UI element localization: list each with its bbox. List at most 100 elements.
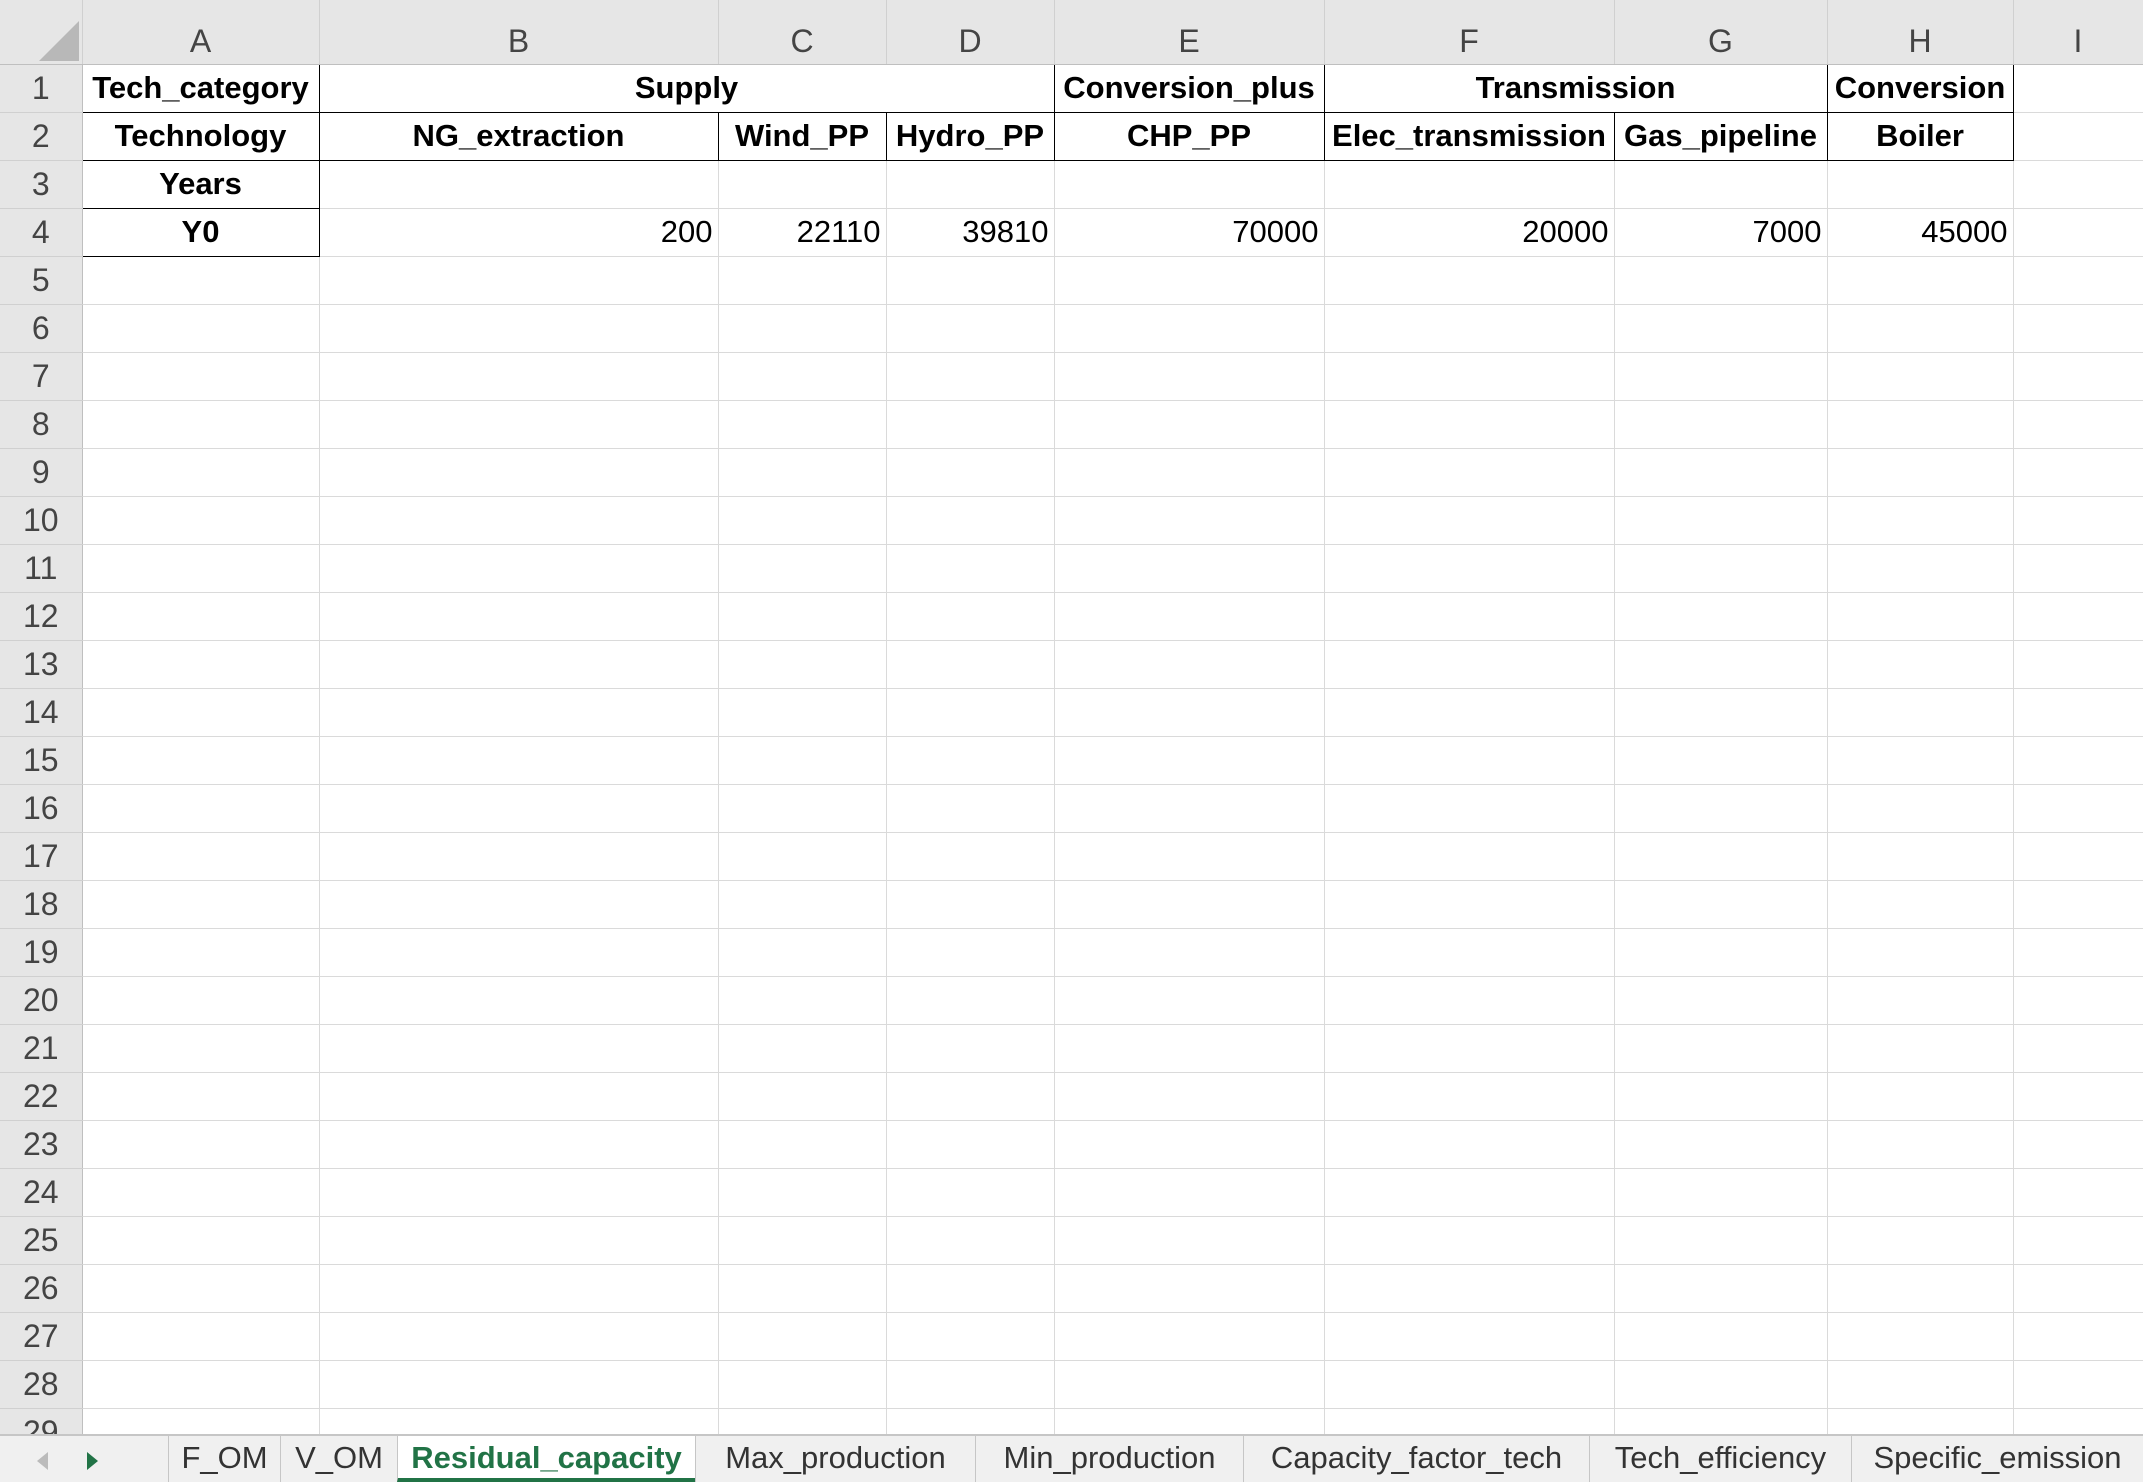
- cell[interactable]: [718, 352, 887, 401]
- column-header-d[interactable]: D: [886, 0, 1055, 65]
- cell[interactable]: [2013, 1264, 2143, 1313]
- cell[interactable]: [319, 256, 719, 305]
- row-header[interactable]: 15: [0, 736, 83, 785]
- cell[interactable]: [886, 544, 1055, 593]
- cell[interactable]: [886, 448, 1055, 497]
- cell[interactable]: [319, 688, 719, 737]
- cell[interactable]: [1324, 496, 1615, 545]
- cell[interactable]: [2013, 1120, 2143, 1169]
- cell-a4[interactable]: Y0: [81, 207, 320, 257]
- cell[interactable]: [886, 496, 1055, 545]
- cell[interactable]: [2013, 256, 2143, 305]
- row-header[interactable]: 10: [0, 496, 83, 545]
- cell[interactable]: [1827, 1120, 2014, 1169]
- cell[interactable]: [1054, 400, 1325, 449]
- cell[interactable]: [886, 1264, 1055, 1313]
- cell-h4[interactable]: 45000: [1827, 208, 2014, 257]
- cell-b1-merged[interactable]: Supply: [318, 63, 1055, 113]
- triangle-right-icon[interactable]: [72, 1444, 112, 1478]
- cell[interactable]: [1054, 832, 1325, 881]
- cell[interactable]: [1614, 832, 1828, 881]
- cell[interactable]: [886, 256, 1055, 305]
- cell[interactable]: [1827, 784, 2014, 833]
- cell[interactable]: [1827, 352, 2014, 401]
- cell[interactable]: [319, 640, 719, 689]
- cell-a3[interactable]: Years: [81, 159, 320, 209]
- cell[interactable]: [718, 736, 887, 785]
- cell[interactable]: [718, 1120, 887, 1169]
- cell[interactable]: [2013, 736, 2143, 785]
- cell[interactable]: [319, 1312, 719, 1361]
- cell[interactable]: [1827, 496, 2014, 545]
- cell[interactable]: [319, 304, 719, 353]
- cell[interactable]: [82, 592, 320, 641]
- row-header[interactable]: 19: [0, 928, 83, 977]
- row-header[interactable]: 9: [0, 448, 83, 497]
- row-header[interactable]: 28: [0, 1360, 83, 1409]
- cell[interactable]: [1324, 832, 1615, 881]
- cell[interactable]: [1324, 592, 1615, 641]
- cell[interactable]: [2013, 1072, 2143, 1121]
- cell[interactable]: [2013, 976, 2143, 1025]
- cell[interactable]: [2013, 352, 2143, 401]
- tab-tech-efficiency[interactable]: Tech_efficiency: [1589, 1436, 1851, 1482]
- row-header[interactable]: 1: [0, 64, 83, 113]
- cell[interactable]: [1054, 1072, 1325, 1121]
- cell-h2[interactable]: Boiler: [1826, 111, 2014, 161]
- cell[interactable]: [319, 784, 719, 833]
- cell[interactable]: [1324, 976, 1615, 1025]
- cell[interactable]: [82, 832, 320, 881]
- cell[interactable]: [1324, 736, 1615, 785]
- cell[interactable]: [1054, 976, 1325, 1025]
- cell[interactable]: [2013, 1216, 2143, 1265]
- cell[interactable]: [1614, 928, 1828, 977]
- cell[interactable]: [886, 880, 1055, 929]
- cell[interactable]: [82, 256, 320, 305]
- cell[interactable]: [2013, 544, 2143, 593]
- cell[interactable]: [1614, 1024, 1828, 1073]
- cell[interactable]: [82, 1024, 320, 1073]
- cell[interactable]: [2013, 784, 2143, 833]
- cell[interactable]: [1827, 1216, 2014, 1265]
- cell[interactable]: [886, 1216, 1055, 1265]
- cell[interactable]: [82, 400, 320, 449]
- tab-v-om[interactable]: V_OM: [280, 1436, 397, 1482]
- cell[interactable]: [1324, 1264, 1615, 1313]
- cell[interactable]: [2013, 64, 2143, 113]
- cell[interactable]: [319, 1072, 719, 1121]
- cell[interactable]: [319, 592, 719, 641]
- cell[interactable]: [2013, 928, 2143, 977]
- cell[interactable]: [2013, 304, 2143, 353]
- column-header-a[interactable]: A: [82, 0, 320, 65]
- cell[interactable]: [82, 640, 320, 689]
- cell[interactable]: [718, 1072, 887, 1121]
- cell[interactable]: [718, 880, 887, 929]
- cell[interactable]: [1827, 592, 2014, 641]
- cell[interactable]: [718, 304, 887, 353]
- row-header[interactable]: 4: [0, 208, 83, 257]
- cell[interactable]: [1324, 400, 1615, 449]
- cell[interactable]: [718, 592, 887, 641]
- column-header-c[interactable]: C: [718, 0, 887, 65]
- cell[interactable]: [1827, 256, 2014, 305]
- cell[interactable]: [2013, 1312, 2143, 1361]
- cell[interactable]: [319, 832, 719, 881]
- row-header[interactable]: 23: [0, 1120, 83, 1169]
- cell[interactable]: [718, 976, 887, 1025]
- cell[interactable]: [718, 1168, 887, 1217]
- cell[interactable]: [718, 256, 887, 305]
- cell[interactable]: [1054, 1168, 1325, 1217]
- tab-specific-emission[interactable]: Specific_emission: [1851, 1436, 2143, 1482]
- cell[interactable]: [319, 400, 719, 449]
- cell[interactable]: [718, 1360, 887, 1409]
- cell[interactable]: [2013, 880, 2143, 929]
- cell[interactable]: [1324, 1168, 1615, 1217]
- cell[interactable]: [718, 1216, 887, 1265]
- row-header[interactable]: 13: [0, 640, 83, 689]
- cell[interactable]: [886, 400, 1055, 449]
- cell[interactable]: [886, 1072, 1055, 1121]
- cell[interactable]: [1324, 352, 1615, 401]
- cell-a1[interactable]: Tech_category: [81, 63, 320, 113]
- tab-max-production[interactable]: Max_production: [695, 1436, 975, 1482]
- cell[interactable]: [82, 1360, 320, 1409]
